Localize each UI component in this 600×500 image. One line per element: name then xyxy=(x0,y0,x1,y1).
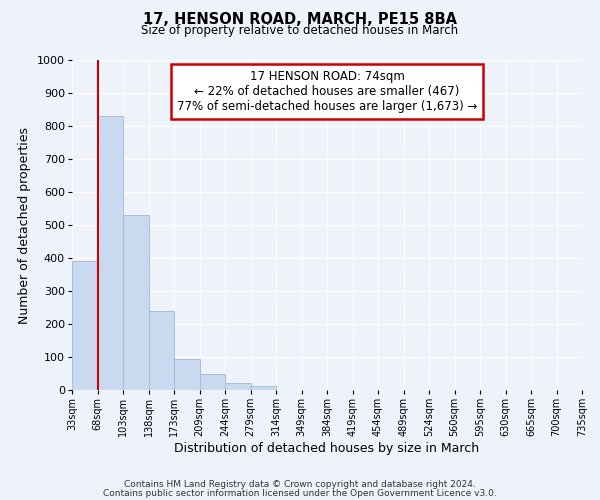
Bar xyxy=(97,116,123,390)
Text: Contains public sector information licensed under the Open Government Licence v3: Contains public sector information licen… xyxy=(103,488,497,498)
Bar xyxy=(123,215,149,390)
Bar xyxy=(251,386,276,390)
Text: 17 HENSON ROAD: 74sqm
← 22% of detached houses are smaller (467)
77% of semi-det: 17 HENSON ROAD: 74sqm ← 22% of detached … xyxy=(177,70,477,113)
Bar xyxy=(225,384,251,390)
Bar xyxy=(199,374,225,390)
Text: Size of property relative to detached houses in March: Size of property relative to detached ho… xyxy=(142,24,458,37)
Bar xyxy=(72,262,97,390)
X-axis label: Distribution of detached houses by size in March: Distribution of detached houses by size … xyxy=(175,442,479,455)
Bar xyxy=(149,311,174,390)
Text: Contains HM Land Registry data © Crown copyright and database right 2024.: Contains HM Land Registry data © Crown c… xyxy=(124,480,476,489)
Text: 17, HENSON ROAD, MARCH, PE15 8BA: 17, HENSON ROAD, MARCH, PE15 8BA xyxy=(143,12,457,28)
Bar xyxy=(174,358,199,390)
Y-axis label: Number of detached properties: Number of detached properties xyxy=(19,126,32,324)
